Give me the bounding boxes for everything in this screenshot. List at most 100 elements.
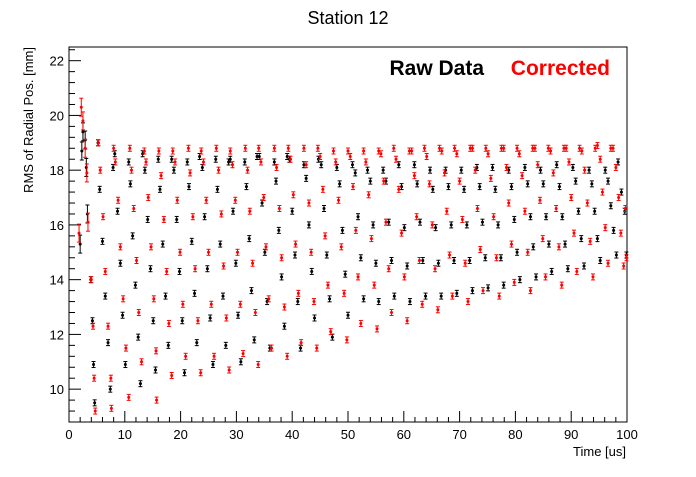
marker — [175, 218, 178, 221]
data-point — [247, 236, 251, 242]
marker — [345, 338, 348, 341]
data-point — [98, 186, 102, 192]
marker — [181, 319, 184, 322]
marker — [203, 215, 206, 218]
data-point — [369, 236, 373, 242]
data-point — [199, 370, 203, 376]
marker — [174, 160, 177, 163]
data-point — [221, 293, 225, 299]
data-point — [103, 268, 107, 274]
data-point — [177, 268, 181, 274]
marker — [448, 254, 451, 257]
data-point — [121, 296, 125, 302]
marker — [625, 256, 628, 259]
x-tick-label: 100 — [616, 427, 638, 442]
marker — [124, 347, 127, 350]
marker — [85, 171, 88, 174]
marker — [447, 185, 450, 188]
marker — [170, 374, 173, 377]
data-point — [412, 173, 416, 179]
marker — [257, 147, 260, 150]
marker — [258, 155, 261, 158]
y-axis: 10 12 14 16 18 20 22 — [50, 50, 81, 422]
marker — [158, 188, 161, 191]
marker — [320, 163, 323, 166]
marker — [262, 196, 265, 199]
marker — [505, 166, 508, 169]
marker — [565, 147, 568, 150]
marker — [338, 182, 341, 185]
data-point — [156, 156, 160, 162]
data-point — [146, 195, 150, 201]
marker — [364, 160, 367, 163]
data-point — [282, 304, 286, 310]
data-point — [449, 222, 453, 228]
x-tick-label: 30 — [229, 427, 243, 442]
x-tick-label: 50 — [341, 427, 355, 442]
marker — [544, 275, 547, 278]
data-point — [136, 334, 140, 340]
data-point — [567, 159, 571, 165]
marker — [513, 281, 516, 284]
data-point — [171, 148, 175, 154]
marker — [406, 264, 409, 267]
data-point — [307, 222, 311, 228]
marker — [482, 289, 485, 292]
data-point — [256, 362, 260, 368]
marker — [263, 251, 266, 254]
marker — [497, 223, 500, 226]
data-point — [187, 184, 191, 190]
data-point — [307, 200, 311, 206]
marker — [257, 363, 260, 366]
data-point — [611, 145, 615, 151]
marker — [357, 275, 360, 278]
marker — [614, 166, 617, 169]
marker — [312, 300, 315, 303]
data-point — [475, 205, 479, 211]
data-point — [310, 268, 314, 274]
data-point — [233, 197, 237, 203]
marker — [251, 262, 254, 265]
marker — [244, 147, 247, 150]
marker — [113, 152, 116, 155]
marker — [612, 147, 615, 150]
marker — [416, 182, 419, 185]
marker — [239, 360, 242, 363]
marker — [213, 355, 216, 358]
data-point — [533, 145, 537, 151]
marker — [102, 215, 105, 218]
marker — [167, 344, 170, 347]
data-point — [180, 318, 184, 324]
data-point — [397, 186, 401, 192]
data-point — [184, 353, 188, 359]
data-point — [312, 299, 316, 305]
marker — [325, 254, 328, 257]
marker — [98, 188, 101, 191]
marker — [588, 169, 591, 172]
marker — [549, 150, 552, 153]
data-point — [354, 227, 358, 233]
data-point — [489, 175, 493, 181]
marker — [542, 182, 545, 185]
data-point — [186, 145, 190, 151]
marker — [91, 319, 94, 322]
marker — [289, 158, 292, 161]
data-point — [138, 381, 142, 387]
data-point — [294, 241, 298, 247]
marker — [343, 292, 346, 295]
marker — [316, 147, 319, 150]
y-tick-label: 10 — [50, 382, 64, 397]
data-point — [462, 186, 466, 192]
data-point — [121, 312, 125, 318]
data-point — [417, 258, 421, 264]
data-point — [470, 145, 474, 151]
data-point — [445, 208, 449, 214]
data-point — [585, 200, 589, 206]
data-point — [480, 219, 484, 225]
marker — [406, 319, 409, 322]
marker — [331, 336, 334, 339]
marker — [431, 223, 434, 226]
data-point — [356, 214, 360, 220]
marker — [502, 147, 505, 150]
marker — [533, 147, 536, 150]
